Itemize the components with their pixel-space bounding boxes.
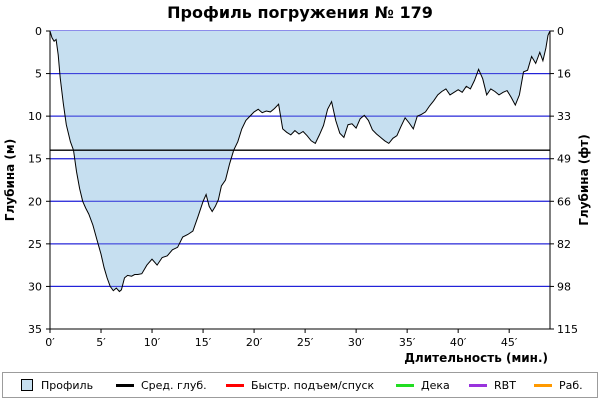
x-tick-label-3: 15′ xyxy=(195,336,212,349)
legend-swatch-fast-ascent xyxy=(226,383,244,387)
y-tick-label-right-2: 33 xyxy=(557,110,571,123)
y-tick-label-left-2: 10 xyxy=(28,110,42,123)
y-tick-label-left-1: 5 xyxy=(35,68,42,81)
y-tick-label-right-3: 49 xyxy=(557,153,571,166)
profile-area xyxy=(50,31,550,292)
x-tick-label-1: 5′ xyxy=(96,336,106,349)
legend-label-rbt: RBT xyxy=(494,378,516,392)
x-tick-label-5: 25′ xyxy=(297,336,314,349)
y-tick-label-left-6: 30 xyxy=(28,280,42,293)
legend-item-rbt: RBT xyxy=(469,373,516,397)
legend-label-avg-depth: Сред. глуб. xyxy=(141,378,207,392)
x-tick-label-9: 45′ xyxy=(501,336,518,349)
legend-swatch-profile xyxy=(21,379,33,391)
legend: Профиль Сред. глуб. Быстр. подъем/спуск … xyxy=(2,372,598,398)
y-tick-label-right-5: 82 xyxy=(557,238,571,251)
legend-label-fast-ascent: Быстр. подъем/спуск xyxy=(251,378,375,392)
x-tick-label-0: 0′ xyxy=(45,336,55,349)
y-tick-label-left-4: 20 xyxy=(28,195,42,208)
y-axis-label-left: Глубина (м) xyxy=(3,139,17,221)
chart-title: Профиль погружения № 179 xyxy=(167,3,433,22)
legend-label-profile: Профиль xyxy=(41,378,94,392)
legend-label-deco: Дека xyxy=(421,378,450,392)
y-axis-label-right: Глубина (фт) xyxy=(577,134,591,225)
legend-label-work: Раб. xyxy=(559,378,583,392)
dive-profile-chart: 0 5 10 15 20 25 30 35 0 16 33 49 66 82 98 115 0′ 5′ 10′ 15′… xyxy=(3,25,591,365)
y-tick-label-left-7: 35 xyxy=(28,323,42,336)
y-tick-label-left-0: 0 xyxy=(35,25,42,38)
y-tick-label-right-4: 66 xyxy=(557,195,571,208)
legend-item-fast-ascent: Быстр. подъем/спуск xyxy=(226,373,374,397)
y-tick-label-left-3: 15 xyxy=(28,153,42,166)
legend-item-avg-depth: Сред. глуб. xyxy=(116,373,207,397)
x-axis-label: Длительность (мин.) xyxy=(404,351,548,365)
y-tick-label-right-1: 16 xyxy=(557,68,571,81)
legend-item-work: Раб. xyxy=(534,373,583,397)
y-tick-label-right-6: 98 xyxy=(557,280,571,293)
x-tick-label-6: 30′ xyxy=(348,336,365,349)
x-tick-label-4: 20′ xyxy=(246,336,263,349)
legend-item-profile: Профиль xyxy=(21,373,93,397)
legend-swatch-deco xyxy=(396,383,414,387)
y-tick-label-right-0: 0 xyxy=(557,25,564,38)
x-tick-label-2: 10′ xyxy=(144,336,161,349)
x-tick-label-7: 35′ xyxy=(399,336,416,349)
legend-swatch-avg-depth xyxy=(116,383,134,387)
legend-swatch-rbt xyxy=(469,383,487,387)
legend-swatch-work xyxy=(534,383,552,387)
y-tick-label-right-7: 115 xyxy=(557,323,578,336)
profile-line xyxy=(49,30,551,293)
x-tick-label-8: 40′ xyxy=(450,336,467,349)
legend-item-deco: Дека xyxy=(396,373,450,397)
y-tick-label-left-5: 25 xyxy=(28,238,42,251)
